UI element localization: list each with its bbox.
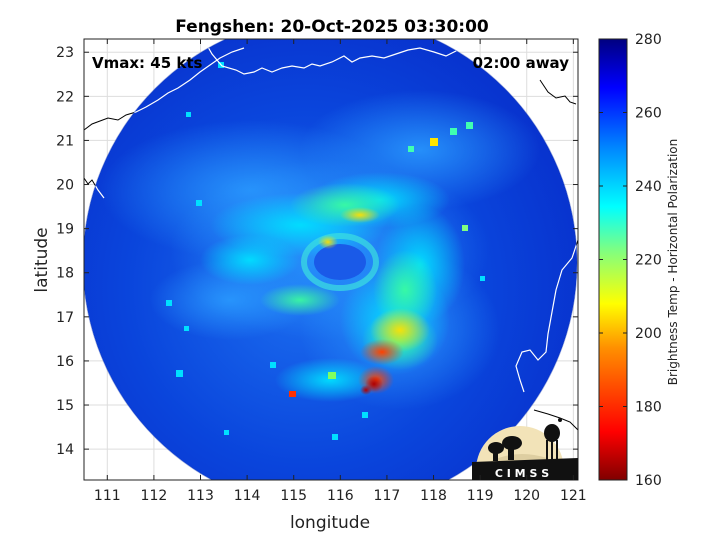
x-tick-label: 118 xyxy=(420,488,447,504)
colorbar-label: Brightness Temp - Horizontal Polarizatio… xyxy=(666,139,680,386)
colorbar-tick-label: 160 xyxy=(635,473,662,489)
y-axis-label: latitude xyxy=(32,227,52,292)
y-tick-label: 19 xyxy=(56,222,74,238)
colorbar-ticks: 160 180 200 220 240 260 280 xyxy=(599,32,662,489)
colorbar-tick-label: 280 xyxy=(635,32,662,48)
colorbar xyxy=(598,38,628,481)
axes-frame xyxy=(83,38,579,481)
colorbar-tick-label: 220 xyxy=(635,253,662,269)
y-tick-label: 14 xyxy=(56,442,74,458)
x-tick-label: 117 xyxy=(374,488,401,504)
tower-icon xyxy=(544,418,562,462)
x-tick-label: 112 xyxy=(141,488,168,504)
y-tick-label: 23 xyxy=(56,45,74,61)
y-tick-label: 20 xyxy=(56,178,74,194)
y-tick-label: 22 xyxy=(56,89,74,105)
x-tick-label: 119 xyxy=(467,488,494,504)
cimss-logo: C I M S S xyxy=(472,418,578,480)
y-tick-label: 16 xyxy=(56,354,74,370)
microwave-swath xyxy=(84,39,578,480)
y-tick-label: 21 xyxy=(56,133,74,149)
x-axis: 111 112 113 114 115 116 117 118 119 120 121 xyxy=(94,39,587,504)
away-label: 02:00 away xyxy=(473,54,570,72)
y-tick-label: 18 xyxy=(56,266,74,282)
x-tick-label: 121 xyxy=(560,488,587,504)
y-axis: 14 15 16 17 18 19 20 21 22 23 xyxy=(56,45,578,458)
x-tick-label: 116 xyxy=(327,488,354,504)
colorbar-tick-label: 260 xyxy=(635,106,662,122)
x-tick-label: 115 xyxy=(280,488,307,504)
colorbar-tick-label: 180 xyxy=(635,400,662,416)
x-tick-label: 113 xyxy=(187,488,214,504)
x-tick-label: 114 xyxy=(234,488,261,504)
dish-icon xyxy=(502,436,522,450)
figure-title: Fengshen: 20-Oct-2025 03:30:00 xyxy=(175,17,489,37)
x-axis-label: longitude xyxy=(290,513,370,533)
y-tick-label: 17 xyxy=(56,310,74,326)
x-tick-label: 111 xyxy=(94,488,121,504)
colorbar-tick-label: 240 xyxy=(635,179,662,195)
x-tick-label: 120 xyxy=(513,488,540,504)
vmax-label: Vmax: 45 kts xyxy=(92,54,202,72)
logo-text: C I M S S xyxy=(495,467,549,480)
colorbar-tick-label: 200 xyxy=(635,326,662,342)
y-tick-label: 15 xyxy=(56,398,74,414)
